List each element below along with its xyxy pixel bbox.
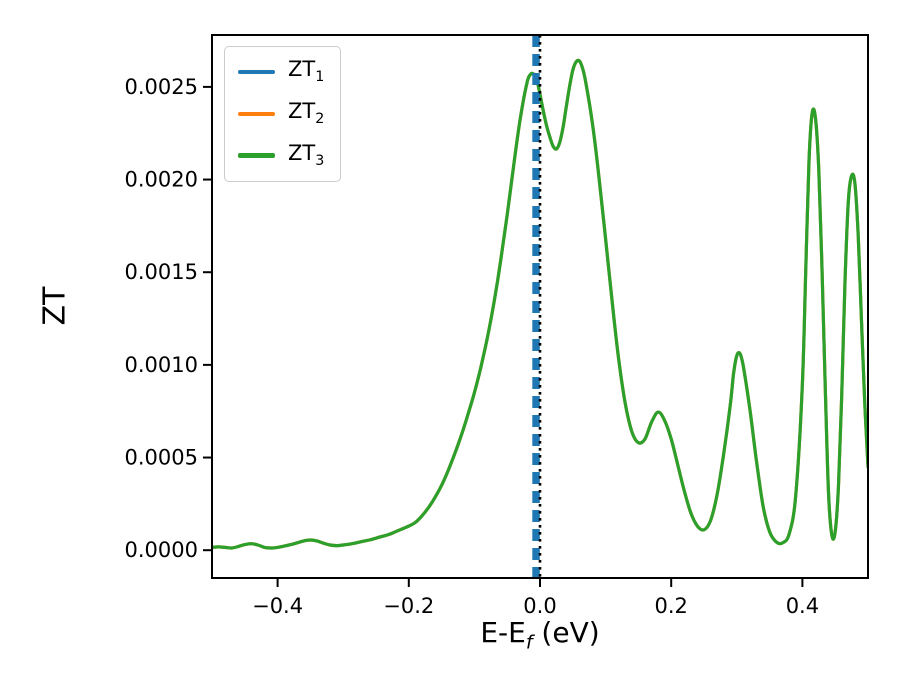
axes-spines (211, 34, 869, 579)
legend-item-zt2: ZT2 (238, 98, 325, 128)
x-axis-label-sub: f (525, 631, 533, 654)
legend-swatch-zt1 (238, 69, 275, 75)
y-tick-label: 0.0000 (125, 538, 198, 562)
legend-item-zt3: ZT3 (238, 140, 325, 170)
legend-item-zt1: ZT1 (238, 57, 325, 86)
x-axis-label-suffix: (eV) (532, 616, 600, 649)
legend-swatch-zt2 (238, 111, 275, 117)
y-tick-label: 0.0015 (125, 260, 198, 284)
x-axis-label-main: E-E (480, 616, 526, 649)
legend: ZT1 ZT2 ZT3 (224, 46, 342, 182)
x-tick-label: 0.4 (786, 594, 819, 618)
legend-swatch-zt3 (238, 153, 275, 158)
y-tick-label: 0.0025 (125, 75, 198, 99)
x-tick-label: 0.0 (523, 594, 556, 618)
legend-label-zt2: ZT2 (288, 98, 325, 128)
x-tick-label: −0.4 (252, 594, 303, 618)
y-axis-label: ZT (37, 286, 73, 326)
x-tick-label: 0.2 (654, 594, 687, 618)
y-tick-label: 0.0010 (125, 353, 198, 377)
y-tick-label: 0.0020 (125, 168, 198, 192)
series-line-zt3 (212, 58, 868, 550)
x-axis-label: E-Ef (eV) (480, 616, 599, 654)
legend-label-zt3: ZT3 (288, 140, 325, 169)
x-tick-label: −0.2 (383, 594, 434, 618)
legend-label-zt1: ZT1 (288, 57, 325, 86)
y-tick-label: 0.0005 (125, 446, 198, 470)
